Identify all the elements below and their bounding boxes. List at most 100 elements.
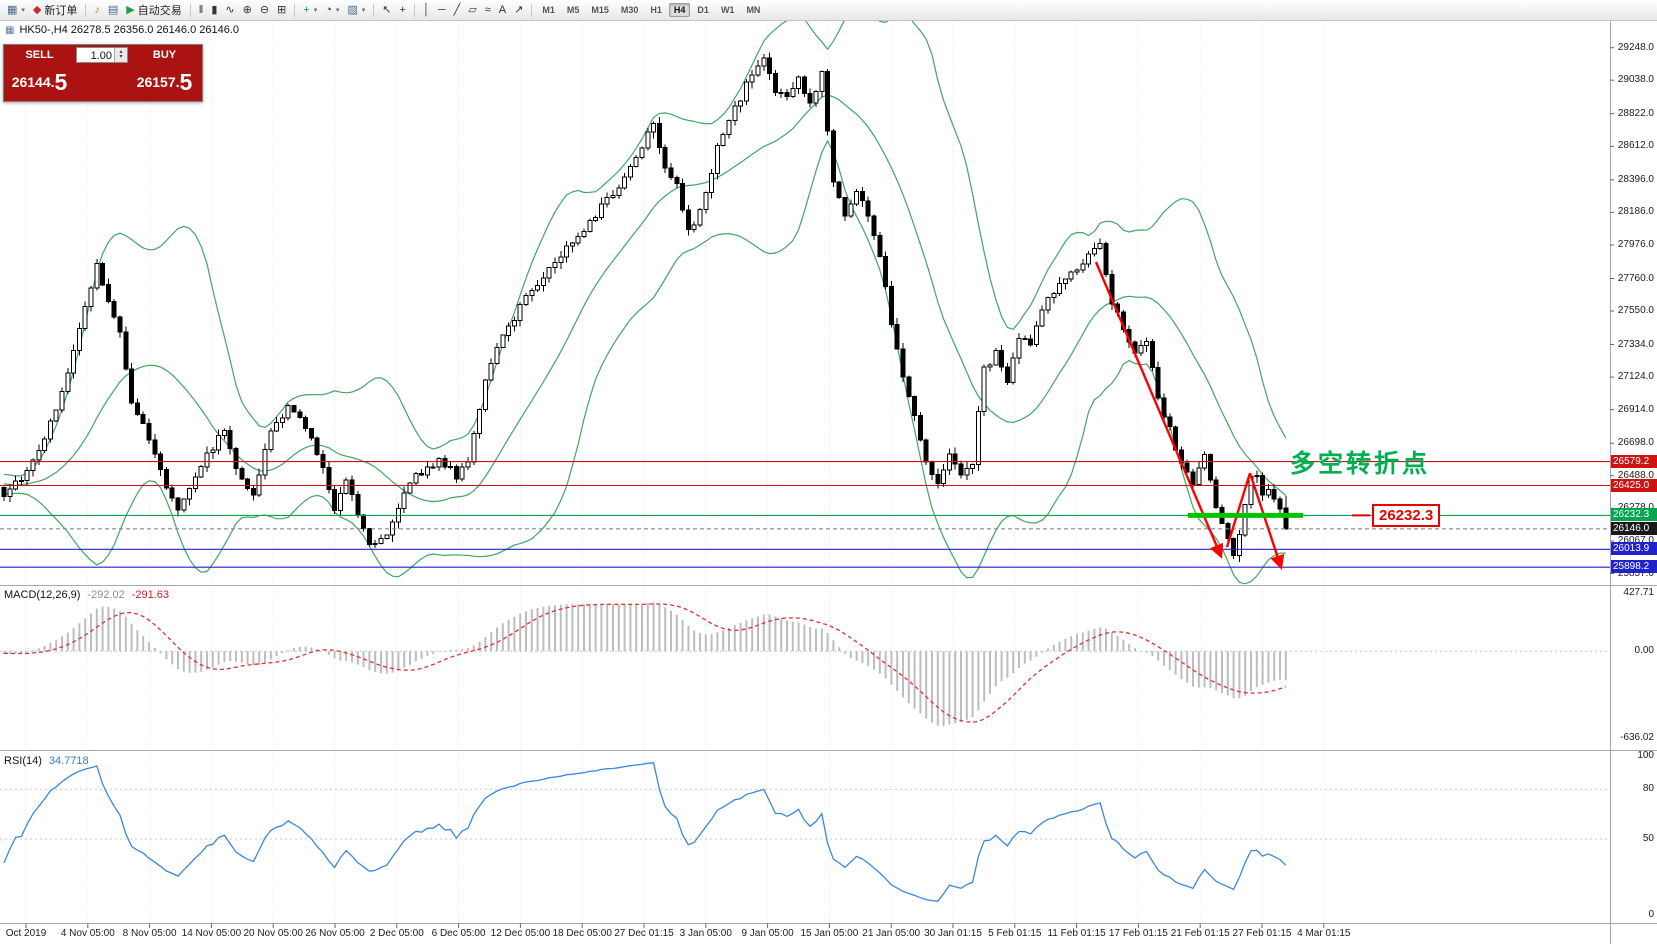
time-axis-label: 20 Nov 05:00 <box>243 928 303 939</box>
sell-button[interactable]: SELL <box>25 49 54 61</box>
price-level-tag[interactable]: 26013.9 <box>1611 542 1657 556</box>
price-level-tag[interactable]: 26232.3 <box>1611 508 1657 522</box>
new-order-icon: ◆ <box>32 3 42 16</box>
rsi-axis-label: 80 <box>1642 783 1654 795</box>
toolbar-separator <box>413 3 415 17</box>
price-axis-label: 27124.0 <box>1617 371 1654 383</box>
timeframe-m1-button[interactable]: M1 <box>542 5 555 15</box>
lot-spinner[interactable]: ▴ ▾ <box>114 48 127 62</box>
timeframe-mn-button[interactable]: MN <box>746 5 761 15</box>
price-axis-label: 29248.0 <box>1617 41 1654 53</box>
price-level-tag[interactable]: 26146.0 <box>1611 521 1657 535</box>
cursor-icon: ↖ <box>382 3 392 16</box>
terminal-button[interactable]: ▤ <box>104 1 122 20</box>
channel-button[interactable]: ▱ <box>464 1 480 20</box>
new-order-button[interactable]: ◆ 新订单 <box>29 1 81 20</box>
zoom-in-button[interactable]: ⊕ <box>239 1 256 20</box>
time-axis-label: 9 Jan 05:00 <box>741 928 794 939</box>
time-axis[interactable]: Oct 2019 4 Nov 05:00 8 Nov 05:00 14 Nov 05:… <box>0 924 1610 944</box>
buy-price-big-digit: 5 <box>179 68 193 95</box>
chart-symbol-icon: ▦ <box>5 24 15 36</box>
buy-price[interactable]: 26157. 5 <box>129 65 200 99</box>
zoom-out-button[interactable]: ⊖ <box>256 1 273 20</box>
autotrading-button[interactable]: ▶ 自动交易 <box>122 1 185 20</box>
price-level-tag[interactable]: 25898.2 <box>1611 560 1657 574</box>
timeframe-h4-button[interactable]: H4 <box>668 3 691 17</box>
lot-value[interactable]: 1.00 <box>90 50 112 62</box>
time-axis-label: 17 Feb 01:15 <box>1108 928 1168 939</box>
time-axis-label: 21 Jan 05:00 <box>862 928 921 939</box>
toolbar-separator <box>189 3 191 17</box>
price-axis-label: 28822.0 <box>1617 107 1654 119</box>
one-click-trading-panel: SELL 1.00 ▴ ▾ BUY 26144. 5 26157. 5 <box>3 44 203 102</box>
time-axis-label: 4 Nov 05:00 <box>60 928 115 939</box>
bar-chart-type-button[interactable]: ‖ <box>195 1 208 20</box>
price-tag-annotation[interactable]: 26232.3 <box>1372 504 1441 527</box>
buy-button[interactable]: BUY <box>152 49 177 61</box>
horizontal-line-button[interactable]: ─ <box>434 1 450 20</box>
timeframe-h1-button[interactable]: H1 <box>650 5 662 15</box>
time-axis-label: 27 Feb 01:15 <box>1232 928 1292 939</box>
rsi-label: RSI(14) 34.7718 <box>4 755 89 767</box>
new-chart-button[interactable]: ▦ ▾ <box>3 1 29 20</box>
rsi-axis-label: 50 <box>1642 833 1654 844</box>
trendline-button[interactable]: ╱ <box>450 1 465 20</box>
time-axis-label: 12 Dec 05:00 <box>490 928 551 939</box>
crosshair-icon: + <box>399 3 406 16</box>
zoom-in-icon: ⊕ <box>242 3 252 16</box>
templates-button[interactable]: ▨ ▾ <box>343 1 369 20</box>
levels-layer[interactable] <box>0 461 1610 568</box>
timeframe-m15-button[interactable]: M15 <box>591 5 609 15</box>
price-axis-label: 27334.0 <box>1617 338 1654 350</box>
time-axis-label: 2 Dec 05:00 <box>369 928 424 939</box>
tile-windows-button[interactable]: ⊞ <box>273 1 290 20</box>
cursor-button[interactable]: ↖ <box>378 1 395 20</box>
timeframe-w1-button[interactable]: W1 <box>720 5 735 15</box>
sell-price[interactable]: 26144. 5 <box>4 65 75 99</box>
candlestick-chart-type-icon: ▮ <box>211 3 218 16</box>
timeframe-m5-button[interactable]: M5 <box>566 5 580 15</box>
horizontal-line-icon: ─ <box>437 3 446 16</box>
price-axis-label: 26914.0 <box>1617 403 1654 415</box>
price-axis[interactable]: 29248.0 29038.0 28822.0 28612.0 28396.0 28186… <box>1610 0 1657 944</box>
lot-down-icon[interactable]: ▾ <box>119 54 123 60</box>
fibonacci-button[interactable]: ≈ <box>481 1 495 20</box>
rsi-name: RSI(14) <box>4 755 42 767</box>
timeframe-m30-button[interactable]: M30 <box>620 5 639 15</box>
crosshair-button[interactable]: + <box>396 1 410 20</box>
alerts-button[interactable]: ♪ <box>90 1 104 20</box>
time-axis-label: 4 Mar 01:15 <box>1297 928 1351 939</box>
line-chart-type-button[interactable]: ∿ <box>221 1 238 20</box>
price-axis-label: 26488.0 <box>1617 469 1654 481</box>
price-level-tag[interactable]: 26579.2 <box>1611 454 1657 468</box>
rsi-layer <box>0 762 1610 902</box>
time-axis-label: 15 Jan 05:00 <box>800 928 859 939</box>
chevron-down-icon: ▾ <box>335 7 340 14</box>
periods-button[interactable]: ◔ ▾ <box>321 1 343 20</box>
timeframe-d1-button[interactable]: D1 <box>697 5 709 15</box>
arrows-icon: ↗ <box>514 3 524 16</box>
arrows-button[interactable]: ↗ <box>510 1 527 20</box>
drawings-layer[interactable] <box>1094 261 1370 570</box>
channel-icon: ▱ <box>468 3 477 16</box>
macd-axis-label: 0.00 <box>1634 645 1654 657</box>
lot-size-field[interactable]: 1.00 ▴ ▾ <box>76 47 128 63</box>
price-level-tag[interactable]: 26425.0 <box>1611 478 1657 492</box>
symbol-header: ▦ HK50-,H4 26278.5 26356.0 26146.0 26146… <box>5 24 239 36</box>
vertical-line-button[interactable]: │ <box>419 1 434 20</box>
price-axis-label: 26278.0 <box>1618 502 1654 514</box>
text-icon: A <box>498 3 507 16</box>
bollinger-layer <box>3 11 1287 585</box>
text-button[interactable]: A <box>495 1 510 20</box>
indicators-button[interactable]: + ▾ <box>299 1 321 20</box>
candlestick-chart-type-button[interactable]: ▮ <box>207 1 221 20</box>
panel-separators[interactable] <box>0 20 1657 944</box>
rsi-value: 34.7718 <box>48 755 89 767</box>
rsi-axis-label: 100 <box>1637 750 1654 761</box>
turning-point-annotation[interactable]: 多空转折点 <box>1290 450 1431 478</box>
lot-up-icon[interactable]: ▴ <box>119 49 123 55</box>
periods-icon: ◔ <box>325 3 332 16</box>
templates-icon: ▨ <box>347 3 358 16</box>
